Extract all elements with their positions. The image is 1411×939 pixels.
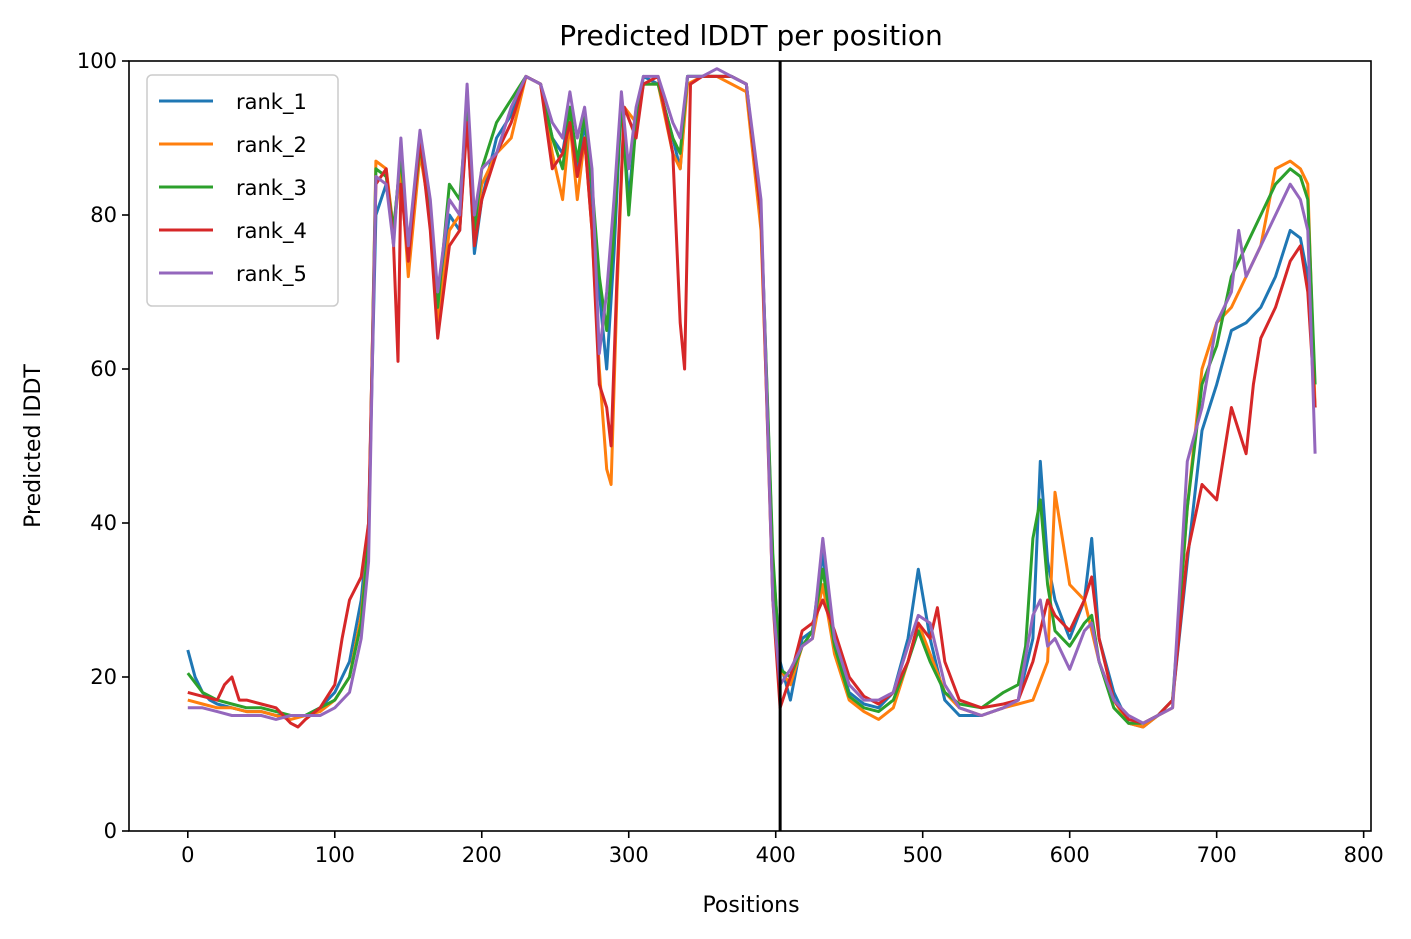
- x-tick-label: 200: [462, 843, 502, 867]
- x-tick-label: 0: [181, 843, 194, 867]
- y-tick-label: 40: [90, 511, 117, 535]
- legend-box: [146, 74, 339, 307]
- y-tick-label: 80: [90, 203, 117, 227]
- ticks-layer: 0 100 200 300 400 500 600 700 800 0 20 40 60 80 100: [77, 49, 1384, 867]
- x-tick-label: 100: [315, 843, 355, 867]
- legend-label-rank_3: rank_3: [236, 176, 307, 201]
- x-tick-label: 800: [1344, 843, 1384, 867]
- chart-title: Predicted lDDT per position: [559, 19, 943, 52]
- legend-label-rank_4: rank_4: [236, 219, 307, 244]
- x-tick-label: 500: [903, 843, 943, 867]
- y-axis-label: Predicted lDDT: [21, 364, 46, 528]
- axes-layer: [128, 60, 1372, 832]
- x-tick-label: 700: [1197, 843, 1237, 867]
- x-tick-label: 600: [1050, 843, 1090, 867]
- y-tick-label: 60: [90, 357, 117, 381]
- y-tick-label: 100: [77, 49, 117, 73]
- x-tick-label: 300: [609, 843, 649, 867]
- y-tick-label: 20: [90, 665, 117, 689]
- series-line-rank_5: [187, 67, 1317, 725]
- legend-label-rank_5: rank_5: [236, 262, 307, 287]
- legend-label-rank_2: rank_2: [236, 133, 307, 158]
- x-axis-label: Positions: [702, 893, 799, 918]
- legend-label-rank_1: rank_1: [236, 90, 307, 115]
- axes-frame: [128, 60, 1372, 832]
- legend: rank_1 rank_2 rank_3 rank_4 rank_5: [146, 74, 339, 307]
- series-layer: [186, 67, 1317, 729]
- x-tick-label: 400: [756, 843, 796, 867]
- y-tick-label: 0: [104, 819, 117, 843]
